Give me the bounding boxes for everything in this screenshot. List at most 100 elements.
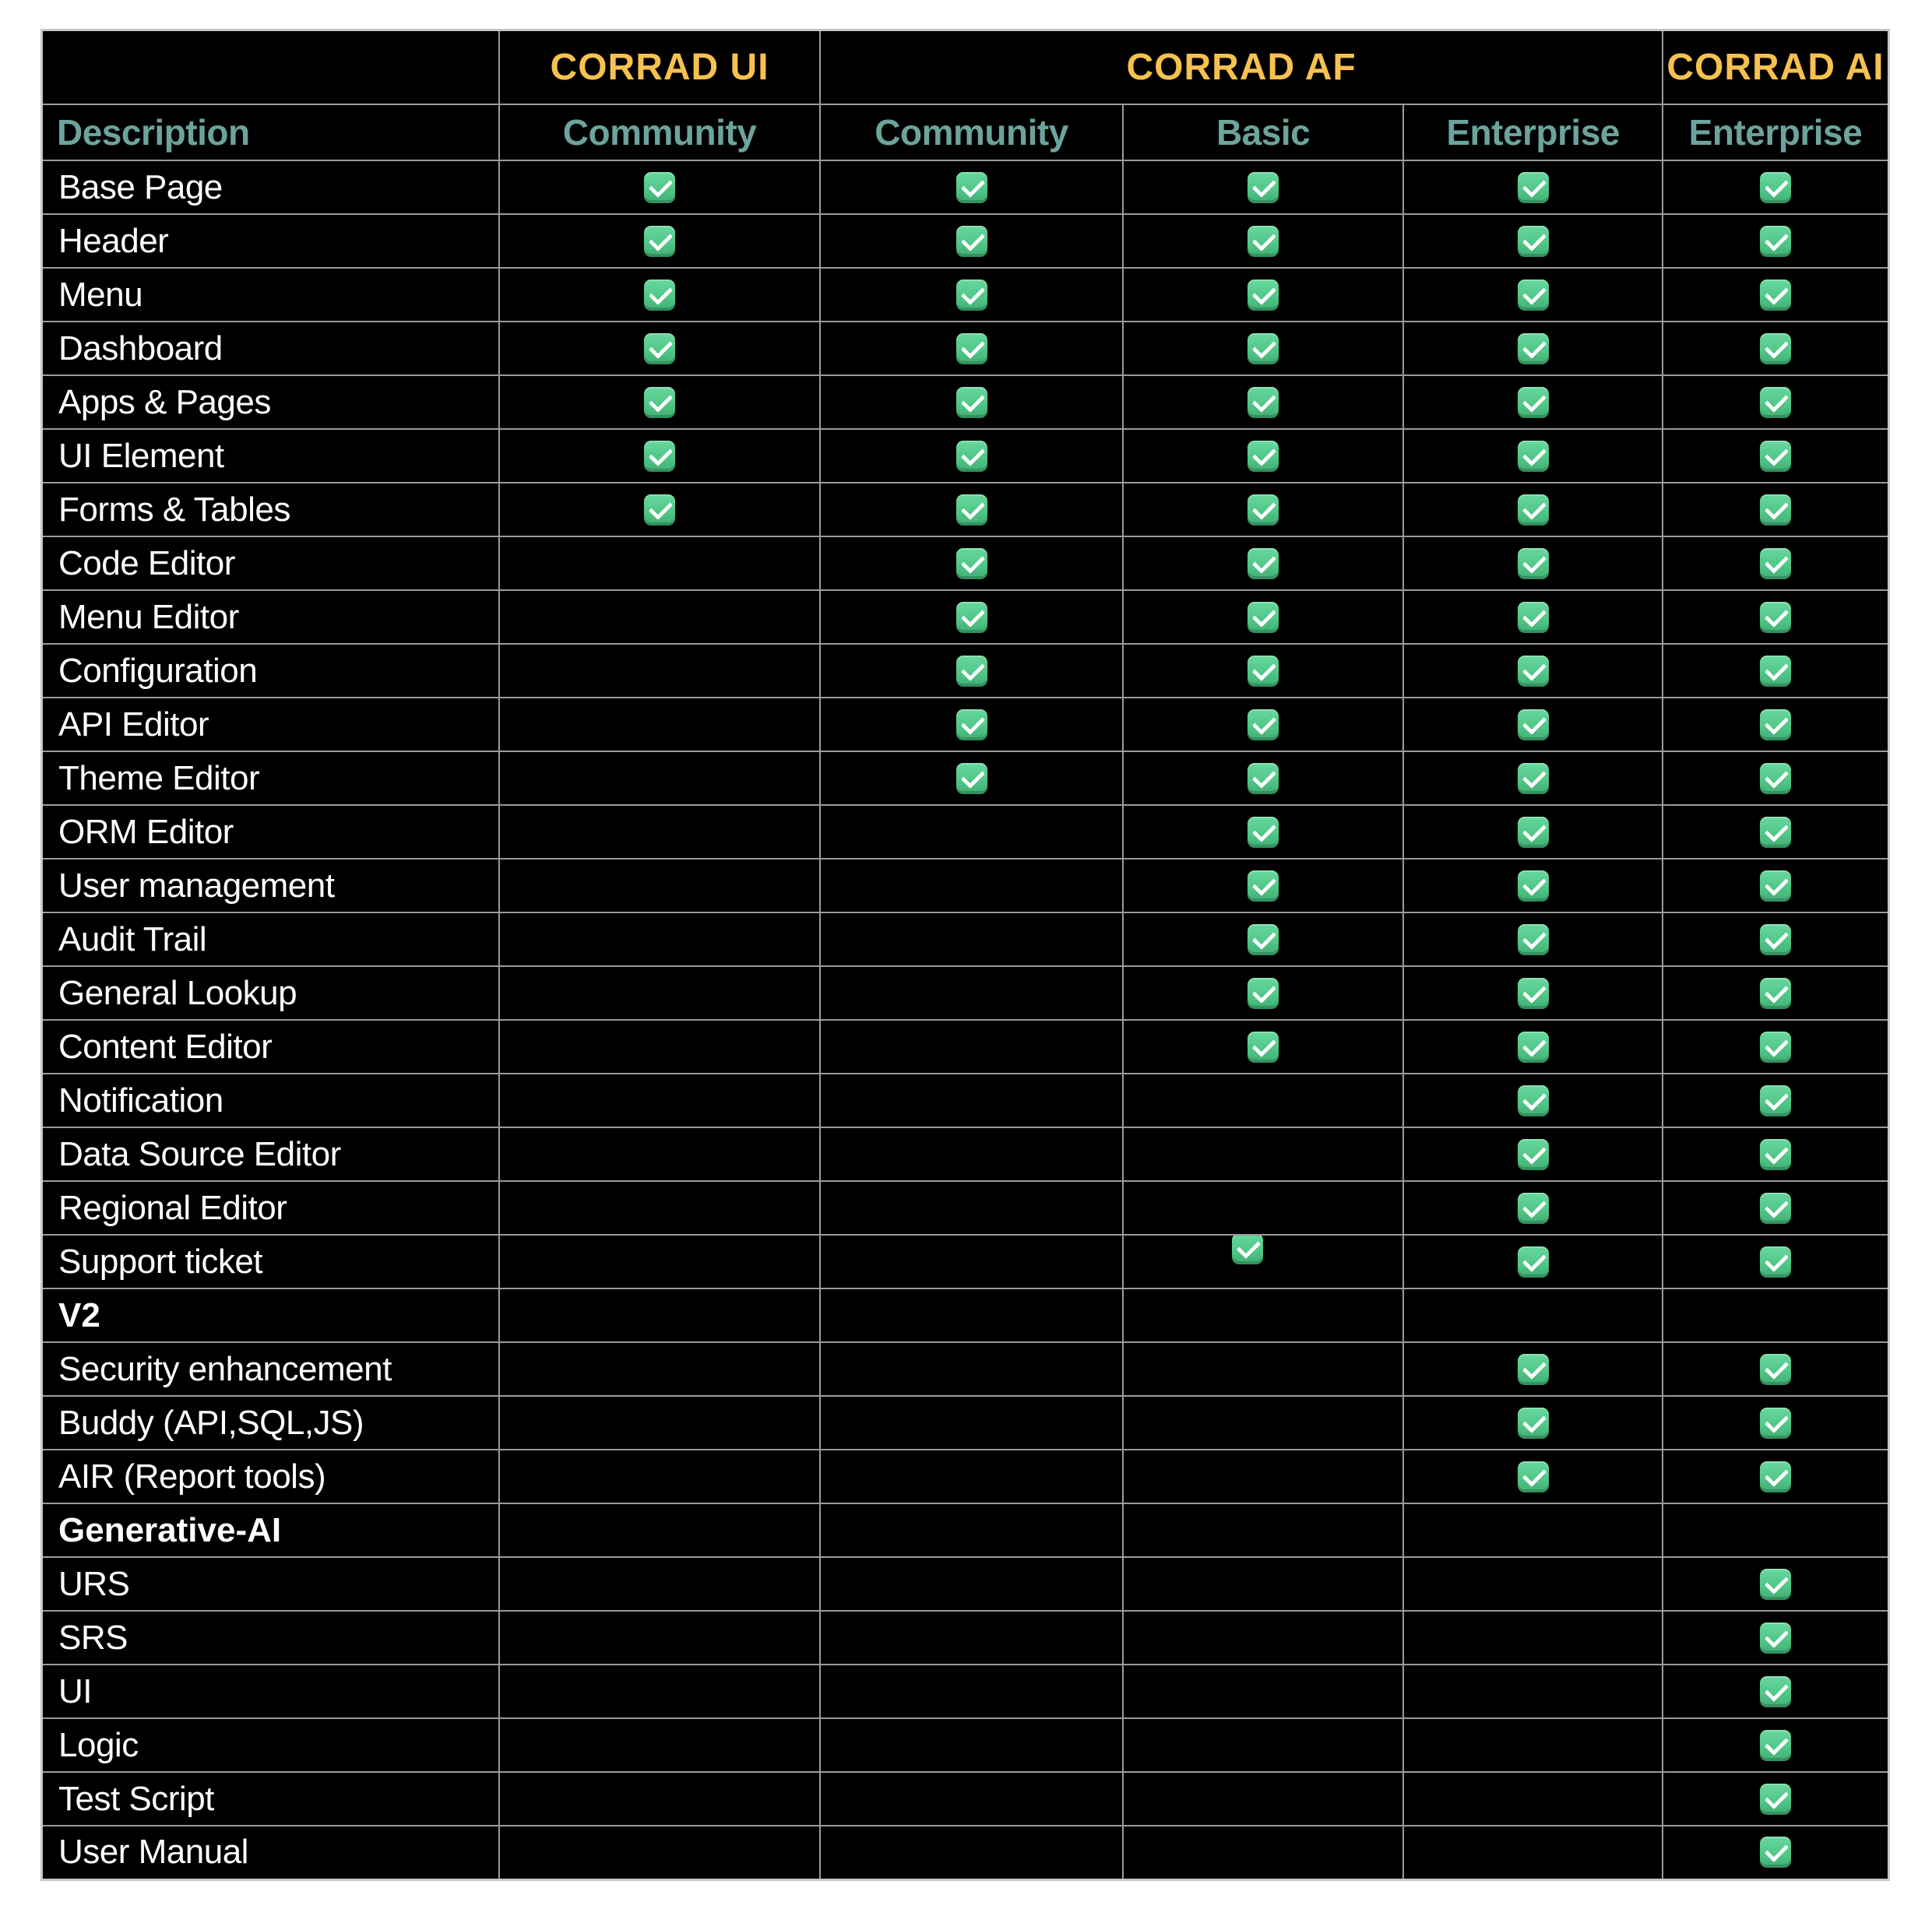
check-cell: [819, 1288, 1124, 1343]
row-label: Data Source Editor: [58, 1134, 341, 1173]
checkmark-icon: [1248, 386, 1279, 418]
row-label-cell: Code Editor: [40, 536, 500, 591]
row-label-cell: API Editor: [40, 697, 500, 752]
row-label: Header: [58, 221, 169, 260]
checkmark-icon: [1759, 1031, 1791, 1063]
check-cell: [1661, 1449, 1890, 1504]
check-cell: [1121, 1449, 1405, 1504]
check-cell: [1661, 1234, 1890, 1289]
check-cell: [1402, 482, 1663, 537]
check-cell: [1121, 1234, 1405, 1289]
checkmark-icon: [1517, 279, 1549, 311]
table-row: General Lookup: [40, 965, 1890, 1021]
group-header-label: CORRAD UI: [550, 47, 769, 88]
column-header-enterprise-5: Enterprise: [1661, 104, 1890, 161]
check-cell: [1661, 912, 1890, 967]
check-cell: [1402, 1556, 1663, 1612]
check-cell: [1402, 858, 1663, 913]
row-label: ORM Editor: [58, 812, 234, 851]
column-header-basic-3: Basic: [1121, 104, 1405, 161]
check-cell: [1121, 374, 1405, 430]
check-cell: [498, 643, 822, 698]
check-cell: [1121, 160, 1405, 215]
checkmark-icon: [1248, 762, 1279, 794]
checkmark-icon: [1248, 708, 1279, 740]
checkmark-icon: [1517, 547, 1549, 579]
checkmark-icon: [1759, 547, 1791, 579]
checkmark-icon: [1517, 977, 1549, 1009]
check-cell: [1121, 1610, 1405, 1665]
check-cell: [819, 1073, 1124, 1128]
row-label: Forms & Tables: [58, 490, 290, 529]
checkmark-icon: [1517, 386, 1549, 418]
check-cell: [1121, 965, 1405, 1021]
check-cell: [1121, 321, 1405, 376]
checkmark-icon: [1759, 1246, 1791, 1278]
check-cell: [498, 1395, 822, 1450]
column-header-label: Basic: [1216, 112, 1311, 153]
check-cell: [1661, 1717, 1890, 1773]
checkmark-icon: [644, 494, 676, 526]
checkmark-icon: [955, 708, 987, 740]
check-cell: [819, 321, 1124, 376]
checkmark-icon: [955, 655, 987, 687]
row-label: User management: [58, 866, 335, 905]
checkmark-icon: [644, 440, 676, 472]
check-cell: [1402, 1664, 1663, 1719]
row-label-cell: URS: [40, 1556, 500, 1612]
checkmark-icon: [1759, 1461, 1791, 1492]
check-cell: [1402, 160, 1663, 215]
table-row: Menu: [40, 267, 1890, 322]
check-cell: [1661, 589, 1890, 645]
check-cell: [819, 965, 1124, 1021]
check-cell: [498, 858, 822, 913]
checkmark-icon: [644, 225, 676, 257]
check-cell: [498, 965, 822, 1021]
checkmark-icon: [1759, 977, 1791, 1009]
check-cell: [819, 589, 1124, 645]
row-label: Regional Editor: [58, 1188, 287, 1227]
checkmark-icon: [1517, 1031, 1549, 1063]
table-row: Theme Editor: [40, 751, 1890, 806]
check-cell: [819, 1825, 1124, 1880]
check-cell: [819, 1449, 1124, 1504]
check-cell: [1121, 697, 1405, 752]
check-cell: [498, 536, 822, 591]
checkmark-icon: [1759, 816, 1791, 848]
table-row: Test Script: [40, 1771, 1890, 1826]
check-cell: [1121, 267, 1405, 322]
check-cell: [819, 428, 1124, 483]
row-label-cell: Content Editor: [40, 1019, 500, 1074]
checkmark-icon: [1517, 708, 1549, 740]
row-label-cell: Dashboard: [40, 321, 500, 376]
table-row: Security enhancement: [40, 1341, 1890, 1397]
row-label: Audit Trail: [58, 919, 207, 958]
group-header-corrad-af: CORRAD AF: [819, 29, 1663, 105]
section-row: V2: [40, 1288, 1890, 1343]
check-cell: [1402, 213, 1663, 269]
check-cell: [498, 374, 822, 430]
table-row: API Editor: [40, 697, 1890, 752]
check-cell: [1661, 321, 1890, 376]
checkmark-icon: [955, 225, 987, 257]
table-row: Audit Trail: [40, 912, 1890, 967]
check-cell: [819, 697, 1124, 752]
checkmark-icon: [955, 762, 987, 794]
check-cell: [1121, 1019, 1405, 1074]
check-cell: [498, 1664, 822, 1719]
check-cell: [819, 536, 1124, 591]
check-cell: [1402, 1771, 1663, 1826]
check-cell: [819, 267, 1124, 322]
check-cell: [1402, 1610, 1663, 1665]
corner-cell: [40, 29, 500, 105]
checkmark-icon: [1248, 816, 1279, 848]
row-label-cell: Test Script: [40, 1771, 500, 1826]
group-header-label: CORRAD AF: [1126, 47, 1357, 88]
column-header-label: Description: [57, 112, 250, 153]
row-label: Theme Editor: [58, 758, 260, 797]
row-label-cell: SRS: [40, 1610, 500, 1665]
checkmark-icon: [1759, 494, 1791, 526]
checkmark-icon: [1759, 225, 1791, 257]
column-header-label: Community: [875, 112, 1068, 153]
checkmark-icon: [1759, 601, 1791, 633]
